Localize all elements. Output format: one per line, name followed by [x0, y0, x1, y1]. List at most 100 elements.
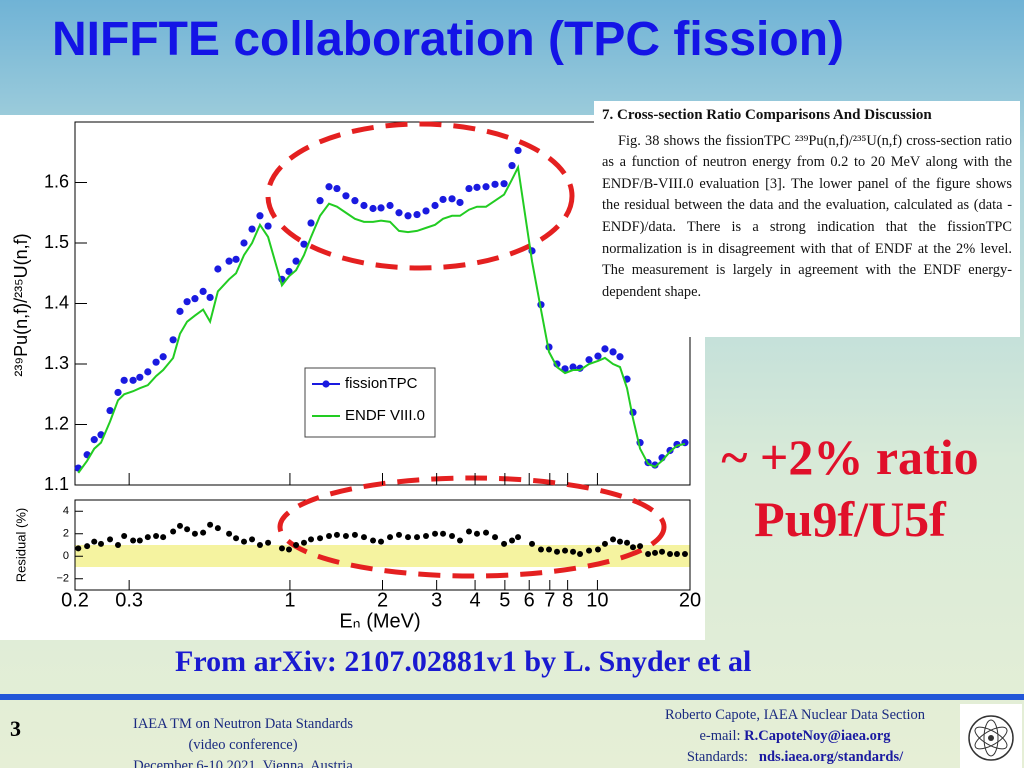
y-tick-label: 4	[63, 505, 69, 517]
data-point	[569, 363, 577, 371]
data-point	[616, 353, 624, 361]
residual-axis-title: Residual (%)	[13, 508, 28, 582]
data-point	[191, 530, 198, 537]
data-point	[90, 436, 98, 444]
data-point	[130, 537, 137, 544]
data-point	[300, 240, 308, 248]
data-point	[120, 376, 128, 384]
data-point	[594, 546, 601, 553]
x-tick-label: 7	[544, 589, 555, 611]
highlight-ellipse	[277, 475, 667, 579]
data-point	[316, 197, 324, 205]
y-tick-label: 2	[63, 528, 69, 540]
data-point	[114, 388, 122, 397]
data-point	[249, 536, 256, 543]
data-point	[317, 535, 324, 542]
data-point	[278, 545, 285, 552]
event-line: IAEA TM on Neutron Data Standards	[132, 716, 353, 732]
data-point	[514, 146, 522, 155]
data-point	[300, 539, 307, 546]
data-point	[214, 265, 222, 273]
data-point	[501, 540, 508, 547]
data-point	[413, 210, 421, 219]
data-point	[515, 534, 522, 541]
data-point	[624, 539, 631, 546]
data-point	[601, 345, 609, 353]
data-point	[537, 546, 544, 553]
data-point	[293, 542, 300, 548]
data-point	[333, 531, 340, 538]
x-axis-title: Eₙ (MeV)	[339, 610, 420, 632]
data-point	[369, 204, 377, 213]
data-point	[169, 336, 177, 344]
data-point	[594, 352, 602, 360]
data-point	[586, 547, 593, 554]
data-point	[637, 543, 644, 550]
x-tick-label: 8	[562, 589, 573, 611]
annotation: ~ +2% ratio	[721, 429, 979, 485]
contact: Roberto Capote, IAEA Nuclear Data Sectio…	[664, 707, 926, 723]
paper-excerpt: 7. Cross-section Ratio Comparisons And D…	[594, 101, 1020, 337]
data-point	[370, 537, 377, 544]
x-tick-label: 5	[499, 589, 510, 611]
data-point	[241, 538, 248, 545]
data-point	[585, 356, 593, 364]
x-tick-label: 0.3	[115, 589, 143, 611]
data-point	[160, 534, 167, 541]
data-point	[360, 534, 367, 541]
x-tick-label: 6	[524, 589, 535, 611]
y-tick-label: 1.2	[44, 413, 69, 433]
data-point	[152, 358, 160, 366]
data-point	[233, 535, 240, 542]
data-point	[570, 548, 577, 555]
x-tick-label: 2	[377, 589, 388, 611]
paper-body: Fig. 38 shows the fissionTPC ²³⁹Pu(n,f)/…	[602, 132, 1012, 300]
data-point	[98, 540, 105, 547]
data-point	[422, 207, 430, 215]
data-point	[414, 534, 421, 541]
data-point	[378, 538, 385, 545]
data-point	[404, 212, 412, 220]
x-tick-label: 3	[431, 589, 442, 611]
email-link[interactable]: R.CapoteNoy@iaea.org	[744, 728, 891, 744]
y-tick-label: −2	[56, 573, 69, 585]
data-point	[577, 551, 584, 557]
data-point	[491, 180, 499, 188]
data-point	[325, 183, 333, 191]
y-tick-label: 1.5	[44, 232, 69, 252]
data-point	[342, 533, 349, 539]
legend-marker	[322, 380, 330, 388]
data-point	[265, 539, 272, 546]
data-point	[199, 287, 207, 295]
data-point	[136, 373, 144, 381]
data-point	[509, 537, 516, 544]
data-point	[667, 551, 674, 557]
data-point	[405, 534, 412, 541]
annotation: Pu9f/U5f	[754, 491, 946, 547]
data-point	[645, 551, 652, 557]
data-point	[333, 184, 341, 193]
data-point	[360, 201, 368, 210]
y-axis-title: ²³⁹Pu(n,f)/²³⁵U(n,f)	[11, 233, 31, 376]
x-tick-label: 1	[284, 589, 295, 611]
data-point	[492, 534, 499, 541]
data-point	[629, 544, 636, 551]
legend-box	[304, 367, 436, 438]
data-point	[248, 225, 256, 233]
standards-link[interactable]: nds.iaea.org/standards/	[758, 749, 904, 765]
data-point	[465, 528, 472, 535]
data-point	[449, 533, 456, 539]
data-point	[465, 184, 473, 193]
iaea-logo	[960, 704, 1022, 768]
y-tick-label: 1.1	[44, 474, 69, 494]
data-point	[673, 551, 680, 557]
data-point	[456, 198, 464, 207]
data-point	[482, 183, 490, 191]
data-point	[144, 368, 152, 376]
legend-label: fissionTPC	[345, 375, 418, 392]
data-point	[431, 201, 439, 210]
email-line: e-mail: R.CapoteNoy@iaea.org	[620, 728, 970, 745]
y-tick-label: 0	[63, 550, 69, 562]
data-point	[448, 195, 456, 203]
